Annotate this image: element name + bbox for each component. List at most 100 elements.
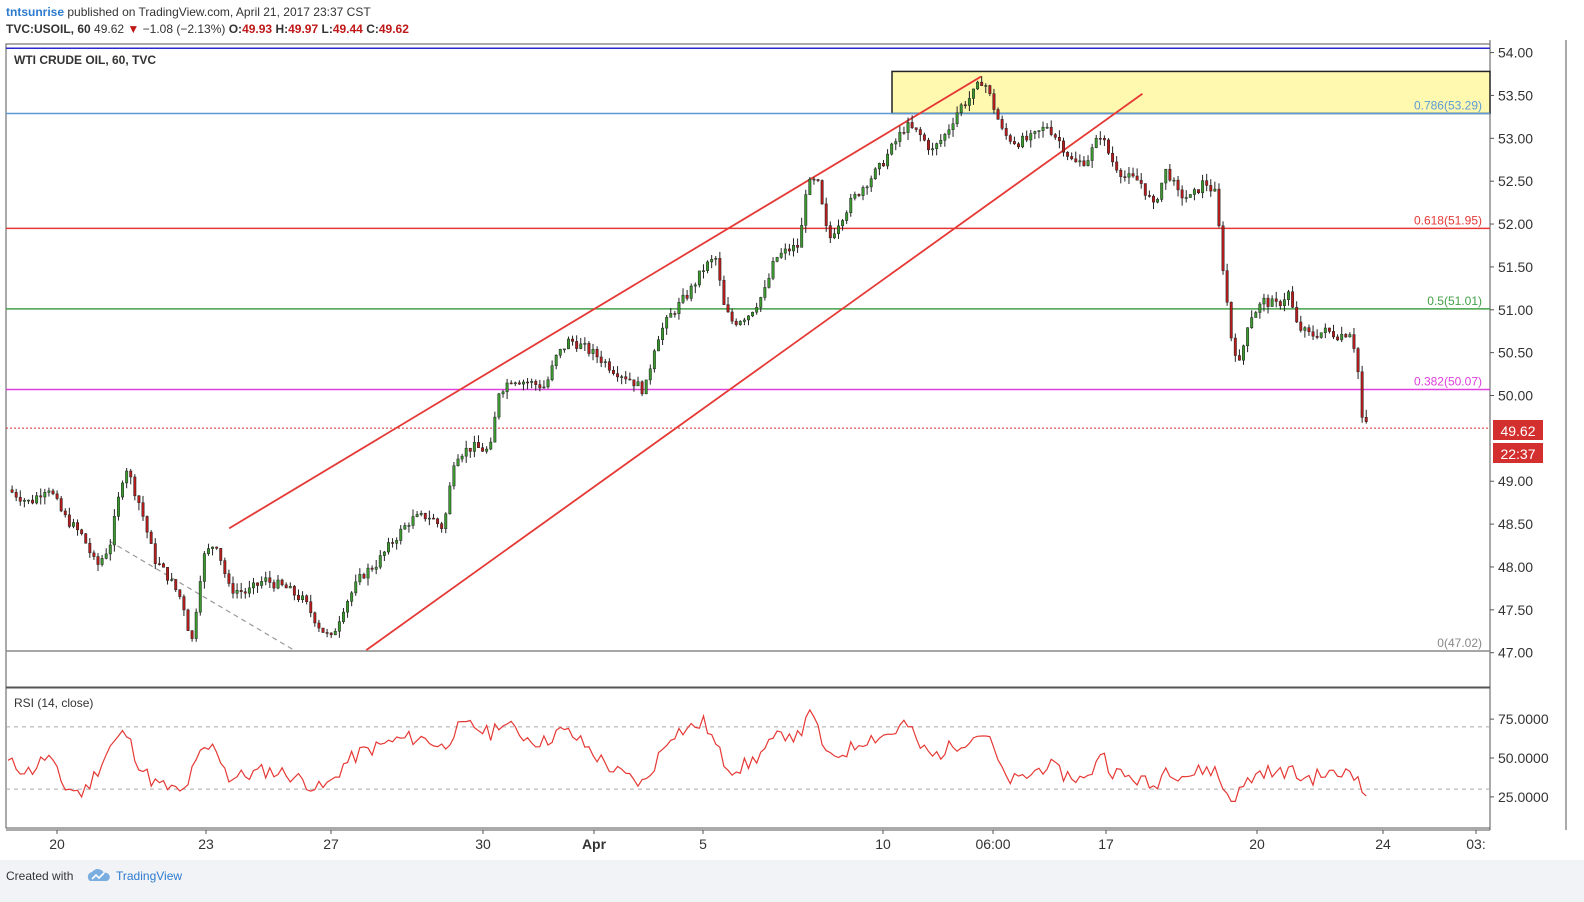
candle-body	[141, 502, 145, 517]
candle-body	[1012, 141, 1016, 145]
candle-body	[648, 368, 652, 381]
candle-body	[669, 313, 673, 318]
candle-body	[284, 584, 288, 589]
candle-body	[182, 596, 186, 611]
candle-body	[280, 579, 284, 586]
candle-body	[714, 258, 718, 260]
time-tick-label: 20	[49, 836, 65, 852]
low-label: L:	[321, 22, 333, 36]
candle-body	[112, 516, 116, 546]
author-link[interactable]: tntsunrise	[6, 5, 65, 19]
candle-body	[268, 577, 272, 583]
candle-body	[1262, 297, 1266, 305]
candle-body	[1364, 417, 1368, 422]
candle-body	[415, 514, 419, 517]
candle-body	[31, 499, 34, 504]
candle-body	[325, 632, 329, 634]
countdown-badge-text: 22:37	[1500, 446, 1535, 462]
time-tick-label: 27	[323, 836, 339, 852]
candle-body	[509, 382, 513, 385]
candle-body	[1303, 327, 1307, 331]
candle-body	[247, 587, 251, 594]
candle-body	[489, 441, 493, 450]
created-with-label: Created with	[6, 869, 74, 883]
candle-body	[1315, 335, 1319, 338]
candle-body	[1201, 180, 1205, 194]
candle-body	[1250, 317, 1254, 328]
candle-body	[673, 313, 677, 315]
candle-body	[440, 523, 444, 529]
candle-body	[767, 277, 771, 288]
candle-body	[198, 581, 202, 613]
candle-body	[1209, 185, 1213, 192]
price-tick-label: 51.00	[1498, 302, 1533, 318]
price-tick-label: 50.50	[1498, 345, 1533, 361]
candle-body	[530, 381, 534, 383]
candle-body	[1287, 291, 1290, 300]
tradingview-cloud-icon[interactable]	[86, 866, 112, 886]
candle-body	[174, 579, 178, 591]
rsi-pane[interactable]	[5, 687, 1491, 829]
candle-body	[432, 517, 435, 520]
candle-body	[853, 194, 857, 199]
candle-body	[1057, 137, 1061, 142]
publish-line: tntsunrise published on TradingView.com,…	[6, 5, 371, 19]
candle-body	[276, 579, 280, 589]
price-tick-label: 47.50	[1498, 602, 1533, 618]
candle-body	[783, 248, 787, 254]
candle-body	[587, 343, 591, 354]
rsi-series-line	[7, 708, 1367, 802]
candle-body	[1147, 195, 1151, 197]
candle-body	[342, 611, 345, 622]
candle-body	[1233, 337, 1237, 356]
candle-body	[538, 384, 542, 389]
candle-body	[125, 470, 129, 484]
candle-body	[1242, 345, 1245, 361]
candle-body	[313, 612, 317, 624]
candle-body	[117, 496, 120, 517]
candle-body	[358, 574, 362, 583]
main-pane[interactable]	[5, 43, 1491, 688]
candle-body	[18, 496, 22, 502]
candle-body	[1049, 126, 1053, 135]
candle-body	[1094, 138, 1098, 148]
candle-body	[922, 134, 926, 141]
fib-level-label: 0(47.02)	[1437, 636, 1482, 650]
candle-body	[378, 555, 382, 568]
candle-body	[1131, 173, 1135, 177]
candle-body	[27, 499, 30, 502]
candle-body	[804, 194, 808, 226]
candle-body	[763, 287, 767, 298]
candle-body	[620, 376, 624, 378]
candle-body	[35, 495, 39, 504]
high-value: 49.97	[288, 22, 319, 36]
candle-body	[1098, 138, 1102, 140]
candle-body	[1258, 303, 1262, 313]
candle-body	[779, 252, 783, 258]
candle-body	[546, 379, 550, 388]
candle-body	[787, 248, 791, 252]
candle-body	[693, 284, 697, 287]
candle-body	[918, 129, 922, 136]
candle-body	[1188, 194, 1192, 198]
candle-body	[959, 104, 963, 113]
candle-body	[1197, 189, 1200, 194]
candle-body	[1041, 126, 1045, 131]
candle-body	[227, 573, 231, 584]
candle-body	[301, 595, 305, 601]
candle-body	[354, 581, 358, 594]
candle-body	[333, 631, 337, 636]
tradingview-link[interactable]: TradingView	[116, 869, 183, 883]
price-chart[interactable]: 0.786(53.29) 0.618(51.95) 0.5(51.01) 0.382(…	[0, 40, 1584, 860]
candle-body	[211, 546, 215, 549]
candle-body	[1139, 179, 1143, 184]
candle-body	[88, 542, 92, 554]
candle-body	[734, 320, 738, 325]
candle-body	[800, 225, 804, 248]
candle-body	[444, 513, 448, 529]
time-tick-label: 23	[198, 836, 214, 852]
candle-body	[665, 317, 669, 329]
candle-body	[186, 609, 190, 631]
candle-body	[190, 630, 194, 639]
candle-body	[194, 611, 198, 639]
